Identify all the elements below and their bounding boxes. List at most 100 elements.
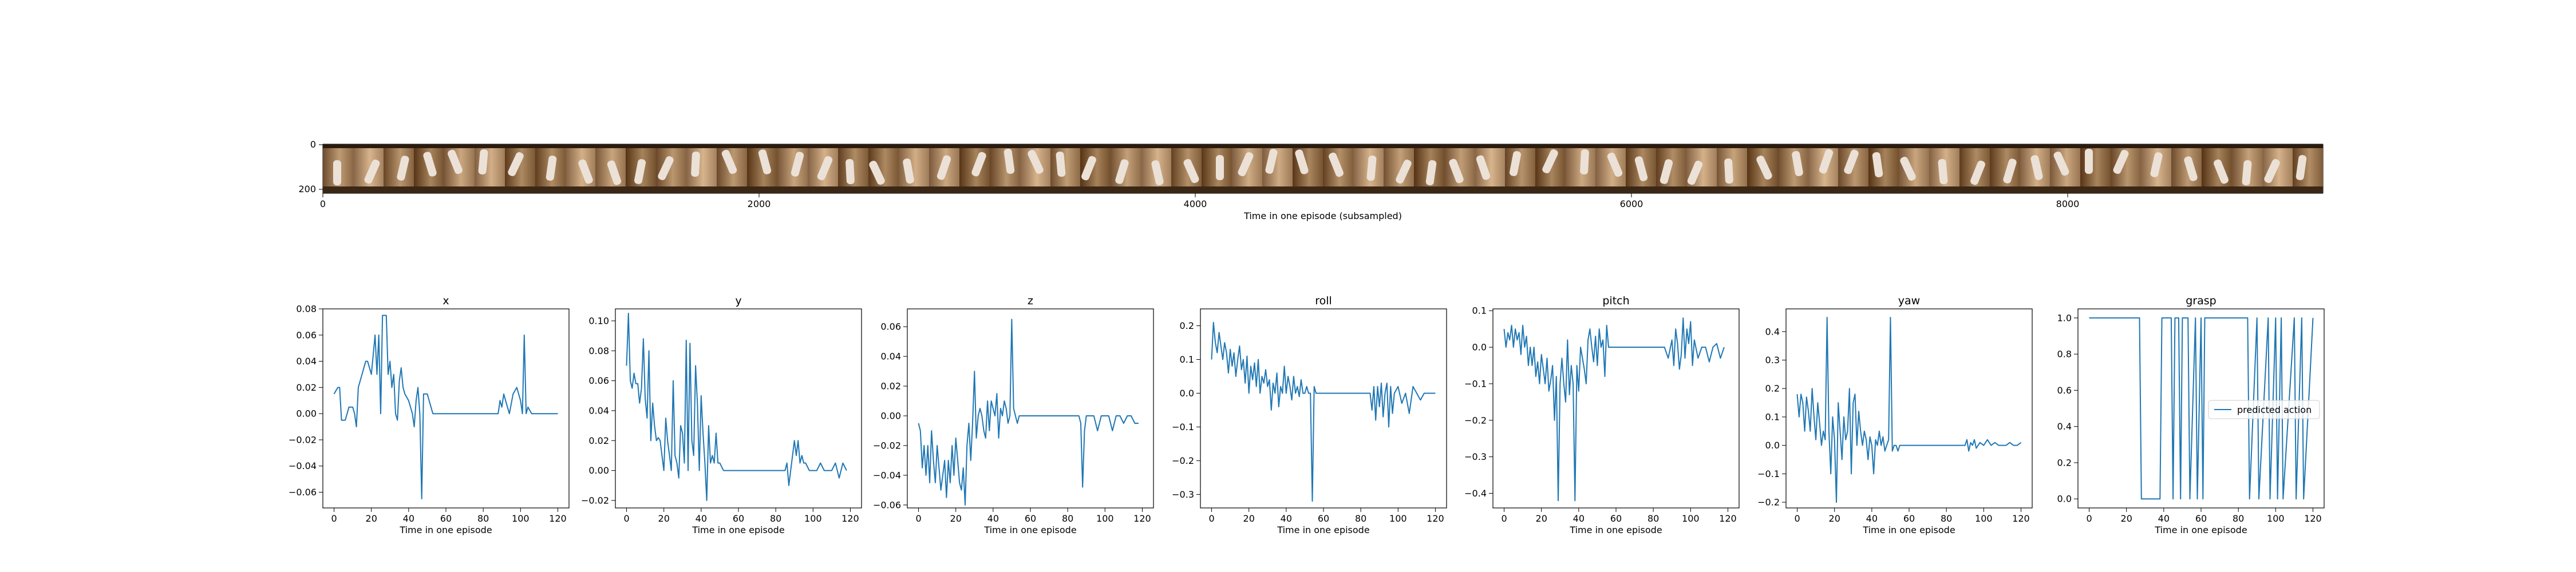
episode-frame [1232,144,1263,193]
x-tick-label: 0 [915,513,921,524]
x-tick-label: 20 [366,513,377,524]
y-tick-label: 0.02 [588,435,609,446]
episode-frame [2262,144,2293,193]
episode-frame [626,144,657,193]
x-tick-label: 120 [2012,513,2030,524]
x-tick-label: 80 [1355,513,1366,524]
x-axis-label: Time in one episode [2154,525,2247,535]
strip-ytick-label: 200 [298,184,316,194]
y-tick-label: 0.04 [588,405,609,416]
y-tick-label: −0.1 [1172,422,1194,432]
episode-frame [1474,144,1505,193]
x-tick-label: 80 [770,513,781,524]
episode-frame [1868,144,1899,193]
episode-frame [656,144,687,193]
episode-frame [1565,144,1596,193]
chart-z: z 0 20 40 60 80 100 120 −0.06 −0.04 −0.02 0.00 0.02 0… [873,295,1154,535]
strip-xtick-label: 6000 [1620,198,1643,209]
chart-title: pitch [1602,295,1629,307]
episode-frame [2020,144,2050,193]
x-axis-label: Time in one episode [1569,525,1662,535]
episode-frame [1322,144,1353,193]
y-tick-label: −0.4 [1464,488,1487,499]
episode-frame [1989,144,2020,193]
y-tick-label: 0.06 [296,329,317,340]
x-tick-label: 0 [1208,513,1214,524]
x-axis-label: Time in one episode [692,525,784,535]
strip-xlabel: Time in one episode (subsampled) [1243,210,1402,221]
x-tick-label: 20 [950,513,962,524]
episode-frame [2292,144,2323,193]
x-axis-label: Time in one episode [399,525,492,535]
x-tick-label: 40 [403,513,414,524]
y-tick-label: 0.06 [880,321,901,332]
episode-frame [1383,144,1414,193]
x-tick-label: 120 [2304,513,2322,524]
x-tick-label: 40 [1281,513,1292,524]
chart-pitch: pitch 0 20 40 60 80 100 120 −0.4 −0.3 −0.2 −0.1 0.0 0… [1464,295,1740,535]
episode-frame [717,144,748,193]
x-tick-label: 20 [1829,513,1840,524]
legend-box [2208,400,2320,419]
episode-frame [1535,144,1566,193]
x-tick-label: 20 [658,513,670,524]
x-tick-label: 120 [549,513,567,524]
x-tick-label: 100 [804,513,822,524]
y-tick-label: −0.3 [1172,489,1194,500]
x-tick-label: 40 [2158,513,2170,524]
x-tick-label: 80 [1647,513,1659,524]
y-tick-label: 0.1 [1472,305,1487,316]
x-tick-label: 100 [1975,513,1993,524]
episode-frame [1020,144,1050,193]
x-tick-label: 60 [1318,513,1329,524]
x-tick-label: 80 [2233,513,2244,524]
episode-frame [2171,144,2202,193]
legend-label: predicted action [2237,404,2312,415]
y-tick-label: −0.02 [581,495,609,506]
x-tick-label: 0 [1794,513,1800,524]
y-tick-label: −0.06 [289,487,317,498]
y-tick-label: 0.04 [880,351,901,362]
episode-frame [1929,144,1959,193]
x-axis-label: Time in one episode [983,525,1076,535]
plot-frame [1492,308,1740,509]
x-tick-label: 20 [1536,513,1547,524]
episode-frame [444,144,475,193]
chart-title: y [735,295,741,307]
y-tick-label: 0.8 [2057,349,2072,360]
episode-frame [1050,144,1081,193]
episode-frame [1141,144,1172,193]
y-tick-label: 0.1 [1180,354,1194,365]
x-tick-label: 60 [1903,513,1915,524]
episode-frame [504,144,535,193]
x-tick-label: 0 [2086,513,2092,524]
y-tick-label: 0.00 [296,408,317,419]
y-tick-label: 0.2 [1765,383,1780,394]
episode-frame [777,144,808,193]
y-tick-label: 0.1 [1765,411,1780,422]
x-axis-label: Time in one episode [1862,525,1955,535]
y-tick-label: 0.4 [2057,421,2072,432]
episode-frame [1111,144,1141,193]
x-tick-label: 20 [1243,513,1255,524]
x-tick-label: 100 [1096,513,1114,524]
x-tick-label: 120 [1133,513,1151,524]
episode-frame [1171,144,1202,193]
y-tick-label: 0.02 [296,382,317,393]
x-tick-label: 120 [1427,513,1444,524]
series-line [1211,321,1436,502]
episode-frame [595,144,626,193]
x-tick-label: 40 [696,513,707,524]
episode-frame [1807,144,1838,193]
episode-frame [1686,144,1717,193]
episode-frame [535,144,566,193]
episode-frame [565,144,596,193]
episode-frame [1959,144,1990,193]
x-tick-label: 60 [440,513,452,524]
episode-frame [383,144,414,193]
x-tick-label: 80 [477,513,489,524]
episode-frame [413,144,444,193]
episode-frame [1717,144,1748,193]
y-tick-label: 0.2 [2057,457,2072,468]
y-tick-label: −0.2 [1757,497,1780,508]
